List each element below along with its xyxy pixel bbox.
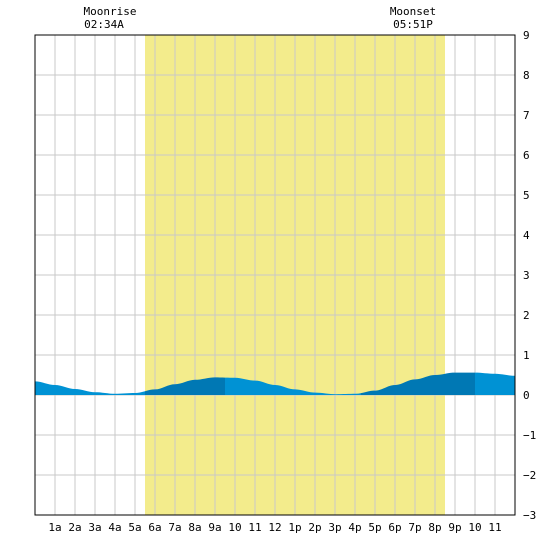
x-tick-label: 7p xyxy=(408,521,421,534)
x-tick-label: 9a xyxy=(208,521,221,534)
tide-area-light xyxy=(35,381,145,395)
x-tick-label: 1a xyxy=(48,521,61,534)
moonrise-time: 02:34A xyxy=(84,18,124,31)
x-tick-label: 5a xyxy=(128,521,141,534)
y-tick-label: 6 xyxy=(523,149,530,162)
x-tick-label: 11 xyxy=(488,521,501,534)
y-tick-label: −3 xyxy=(523,509,536,522)
moonset-label: Moonset xyxy=(390,5,436,18)
tide-area-light xyxy=(225,377,361,395)
x-tick-label: 8a xyxy=(188,521,201,534)
x-tick-label: 3p xyxy=(328,521,341,534)
x-tick-label: 4a xyxy=(108,521,121,534)
y-tick-label: −2 xyxy=(523,469,536,482)
x-tick-label: 10 xyxy=(228,521,241,534)
y-tick-label: 8 xyxy=(523,69,530,82)
plot-frame xyxy=(34,34,516,516)
x-tick-label: 10 xyxy=(468,521,481,534)
x-tick-label: 3a xyxy=(88,521,101,534)
y-tick-label: 7 xyxy=(523,109,530,122)
moonrise-label: Moonrise xyxy=(84,5,137,18)
x-tick-label: 5p xyxy=(368,521,381,534)
y-tick-label: 1 xyxy=(523,349,530,362)
x-tick-label: 7a xyxy=(168,521,181,534)
y-tick-label: 3 xyxy=(523,269,530,282)
x-tick-label: 6a xyxy=(148,521,161,534)
tide-area-light xyxy=(475,372,515,395)
x-tick-label: 6p xyxy=(388,521,401,534)
moonset-time: 05:51P xyxy=(393,18,433,31)
x-tick-label: 9p xyxy=(448,521,461,534)
y-tick-label: 0 xyxy=(523,389,530,402)
x-tick-label: 11 xyxy=(248,521,261,534)
y-tick-label: 9 xyxy=(523,29,530,42)
y-tick-label: 5 xyxy=(523,189,530,202)
x-tick-label: 8p xyxy=(428,521,441,534)
x-tick-label: 12 xyxy=(268,521,281,534)
y-tick-label: 4 xyxy=(523,229,530,242)
x-tick-label: 2p xyxy=(308,521,321,534)
x-tick-label: 2a xyxy=(68,521,81,534)
tide-area-dark xyxy=(145,377,225,395)
y-tick-label: 2 xyxy=(523,309,530,322)
tide-area-dark xyxy=(361,372,475,395)
x-tick-label: 4p xyxy=(348,521,361,534)
y-tick-label: −1 xyxy=(523,429,536,442)
x-tick-label: 1p xyxy=(288,521,301,534)
